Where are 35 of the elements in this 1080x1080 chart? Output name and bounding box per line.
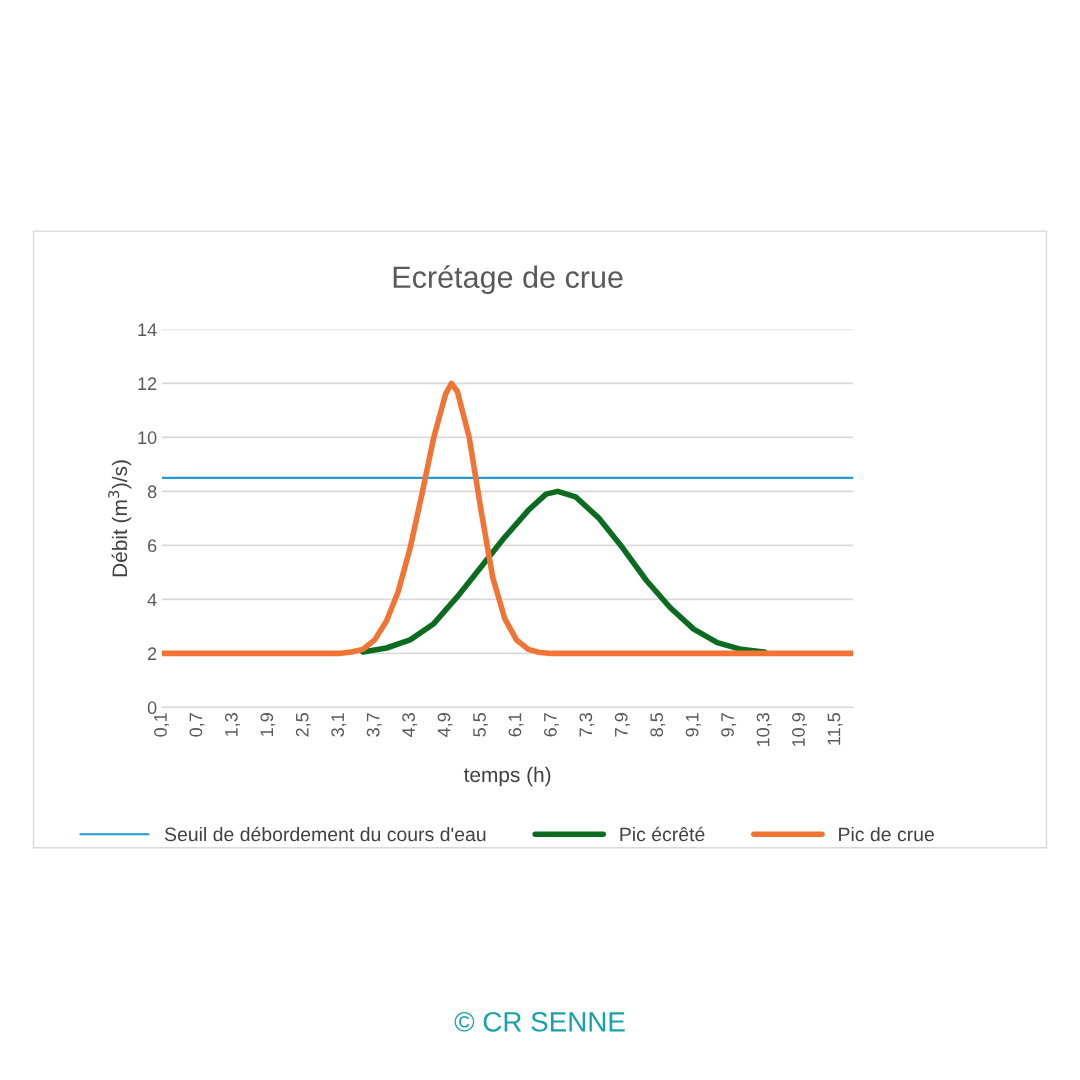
y-tick-label: 12: [138, 377, 157, 390]
y-axis-title: Débit (m$^{3}$)/s): [108, 460, 132, 577]
y-tick-label: 2: [148, 647, 157, 660]
x-tick-label: 10,9: [792, 713, 808, 747]
x-tick-label: 0,1: [154, 713, 169, 737]
x-tick-label: 0,7: [189, 713, 205, 737]
legend-label: Pic écrêté: [620, 826, 705, 842]
y-tick-label: 8: [147, 485, 157, 499]
y-tick-label: 4: [147, 593, 157, 606]
x-tick-label: 9,7: [721, 713, 737, 737]
x-tick-label: 4,9: [437, 713, 453, 737]
y-tick-label: 6: [148, 539, 157, 553]
text: © CR SENNE: [454, 1012, 625, 1032]
x-tick-label: 4,3: [402, 713, 418, 737]
y-tick-label: 0: [147, 701, 157, 715]
x-tick-label: 7,3: [579, 713, 595, 737]
x-tick-label: 3,1: [331, 713, 347, 737]
x-tick-label: 5,5: [473, 713, 488, 737]
x-tick-label: 2,5: [295, 713, 311, 737]
y-tick-label: 14: [138, 323, 157, 336]
x-tick-label: 7,9: [614, 713, 630, 737]
x-tick-label: 8,5: [650, 713, 666, 737]
legend-label: Pic de crue: [839, 826, 934, 842]
x-tick-label: 10,3: [756, 713, 772, 747]
y-tick-label: 10: [138, 431, 157, 445]
legend-label: Seuil de débordement du cours d'eau: [164, 826, 486, 842]
x-tick-label: 3,7: [366, 713, 382, 737]
x-tick-label: 11,5: [827, 713, 843, 745]
x-tick-label: 6,7: [543, 713, 559, 737]
chart-title: Ecrétage de crue: [393, 265, 623, 295]
x-tick-label: 1,3: [224, 713, 240, 736]
x-axis-title: temps (h): [463, 766, 551, 787]
x-tick-label: 6,1: [508, 713, 524, 737]
x-tick-label: 1,9: [260, 713, 276, 736]
x-tick-label: 9,1: [685, 713, 701, 737]
